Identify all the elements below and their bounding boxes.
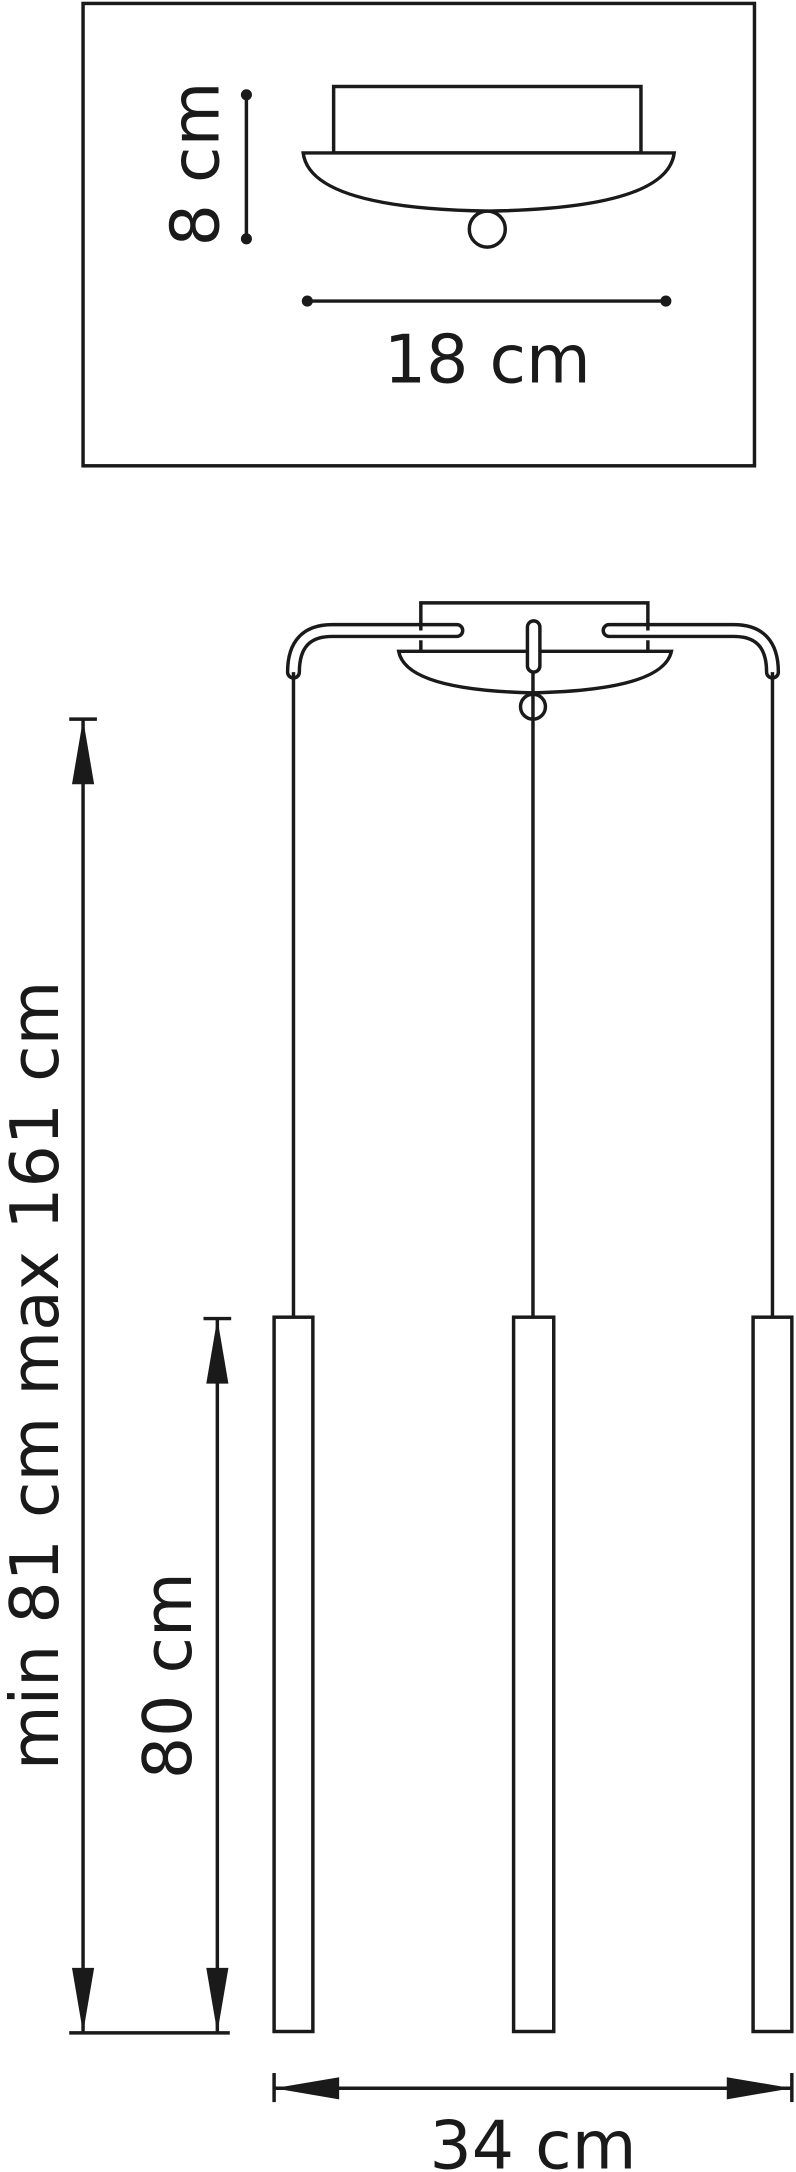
tube-right xyxy=(751,1315,794,2034)
tube-left xyxy=(272,1315,315,2034)
canopy-height-label: 8 cm xyxy=(157,82,235,247)
canopy-knob xyxy=(467,209,508,249)
pendant-canopy-base xyxy=(419,601,650,652)
canopy-dish xyxy=(301,151,677,213)
tube-center xyxy=(511,1315,556,2034)
center-pin xyxy=(525,619,542,674)
total-height-label: min 81 cm max 161 cm xyxy=(0,981,74,1770)
arrowheads xyxy=(71,719,792,2100)
canopy-detail-frame xyxy=(81,1,757,468)
canopy-width-label: 18 cm xyxy=(384,321,591,399)
tube-length-label: 80 cm xyxy=(129,1572,207,1779)
pendant-arms xyxy=(285,622,781,680)
total-width-label: 34 cm xyxy=(430,2107,637,2172)
canopy-base xyxy=(331,84,643,155)
